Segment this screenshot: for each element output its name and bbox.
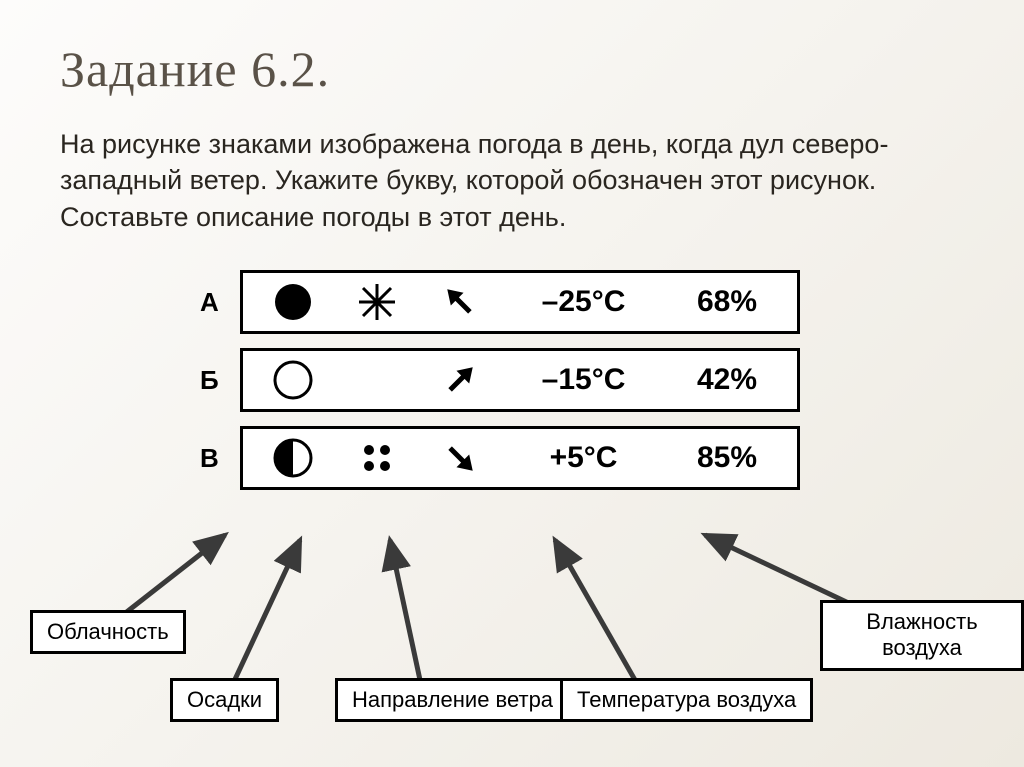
callout-temperature: Температура воздуха	[560, 678, 813, 722]
callout-wind: Направление ветра	[335, 678, 570, 722]
callout-cloudiness: Облачность	[30, 610, 186, 654]
callout-precipitation: Осадки	[170, 678, 279, 722]
callout-humidity: Влажность воздуха	[820, 600, 1024, 671]
